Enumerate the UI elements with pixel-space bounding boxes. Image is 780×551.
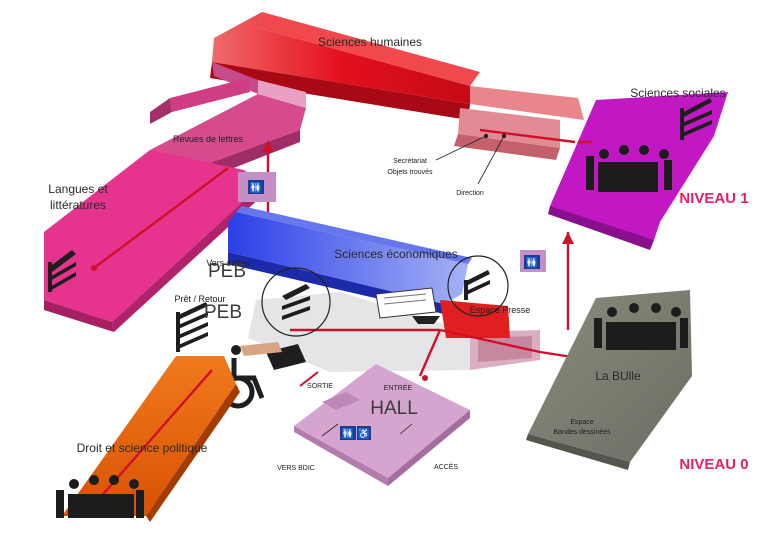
zone-sciences-humaines[interactable]: Sciences humaines <box>210 12 584 160</box>
restroom-icon: 🚻 <box>248 180 264 194</box>
label-peb-2: PEB <box>204 302 242 323</box>
svg-text:🚻: 🚻 <box>250 181 262 194</box>
zone-droit-science-politique[interactable]: Droit et science politique <box>56 356 240 522</box>
computer-terminal-icon <box>375 287 440 324</box>
label-langues-line1: Langues et <box>48 182 108 196</box>
label-niveau-0: NIVEAU 0 <box>679 456 748 473</box>
label-vers-salles: Vers salles <box>206 258 250 268</box>
bookshelf-icon <box>176 302 208 352</box>
label-espace-bd-line2: Bandes dessinées <box>553 429 611 436</box>
svg-text:🚻: 🚻 <box>526 256 538 269</box>
label-peb-1: PEB <box>208 261 246 282</box>
book-stack-icon <box>282 284 310 320</box>
services-annotations: Secrétariat Objets trouvés Direction <box>387 133 507 197</box>
zone-langues-litteratures[interactable]: Langues et littératures <box>44 78 262 332</box>
label-objets-trouves: Objets trouvés <box>387 169 433 176</box>
bookshelf-icon <box>680 98 712 140</box>
label-direction: Direction <box>456 190 484 197</box>
label-sciences-humaines: Sciences humaines <box>318 35 422 49</box>
zone-la-bulle[interactable]: La BUlle Espace Bandes dessinées <box>526 290 692 470</box>
svg-text:🚻: 🚻 <box>342 427 354 440</box>
label-espace-bd-line1: Espace <box>570 419 593 426</box>
zone-pret-retour[interactable]: Prêt / Retour <box>174 267 331 370</box>
label-revues-de-lettres: Revues de lettres <box>173 134 244 144</box>
reading-table-icon <box>594 303 688 350</box>
restroom-icon: 🚻 <box>524 255 540 269</box>
label-hall: HALL <box>370 398 418 419</box>
highlight-circle <box>261 267 331 337</box>
label-pret-retour: Prêt / Retour <box>174 294 225 304</box>
label-langues-line2: littératures <box>50 198 106 212</box>
reading-table-icon <box>56 475 144 518</box>
svg-text:♿: ♿ <box>358 427 370 440</box>
accessible-icon: ♿ <box>357 426 371 440</box>
label-secretariat: Secrétariat <box>393 158 427 165</box>
bookshelf-icon <box>48 250 76 292</box>
exit-arrow <box>299 371 319 387</box>
restroom-icon: 🚻 <box>340 426 356 440</box>
label-sortie: SORTIE <box>307 383 333 390</box>
zone-sciences-sociales[interactable]: Sciences sociales <box>548 86 728 250</box>
label-espace-presse: Espace Presse <box>470 305 531 315</box>
label-acces: ACCÈS <box>434 462 458 471</box>
desk-icon <box>240 342 306 370</box>
label-entree: ENTRÉE <box>384 383 413 392</box>
label-droit-science-politique: Droit et science politique <box>77 441 208 455</box>
reading-table-icon <box>586 145 672 192</box>
label-vers-bdic: VERS BDIC <box>277 465 315 472</box>
label-niveau-1: NIVEAU 1 <box>679 190 748 207</box>
zone-hall[interactable]: HALL SORTIE ENTRÉE VERS BDIC ACCÈS <box>277 364 470 486</box>
label-sciences-economiques: Sciences économiques <box>334 247 457 261</box>
label-sciences-sociales: Sciences sociales <box>630 86 725 100</box>
label-la-bulle: La BUlle <box>595 369 641 383</box>
highlight-circle <box>447 255 509 317</box>
newspaper-rack-icon <box>464 270 490 300</box>
